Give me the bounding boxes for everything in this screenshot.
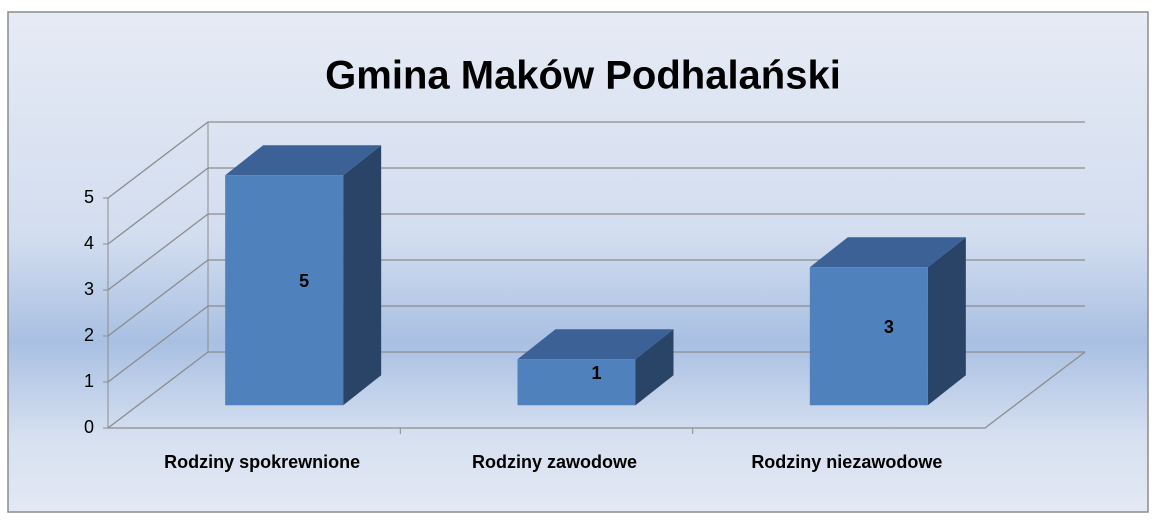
bar-front xyxy=(517,359,636,406)
grid-line xyxy=(107,213,1085,291)
y-tick-label: 4 xyxy=(84,233,94,253)
y-tick-label: 2 xyxy=(84,325,94,345)
y-tick-label: 1 xyxy=(84,371,94,391)
bar xyxy=(517,329,674,406)
bar-top xyxy=(809,237,966,268)
y-tick-label: 0 xyxy=(84,417,94,437)
x-tick-label: Rodziny zawodowe xyxy=(472,452,637,472)
bar xyxy=(809,237,966,406)
data-label: 5 xyxy=(299,271,309,291)
bar-front xyxy=(809,267,928,406)
y-tick-label: 5 xyxy=(84,187,94,207)
chart-title: Gmina Maków Podhalański xyxy=(325,54,841,98)
bar-side xyxy=(343,145,382,406)
data-label: 1 xyxy=(591,363,601,383)
bar-side xyxy=(927,237,966,406)
grid-line xyxy=(107,121,1085,199)
grid-line xyxy=(107,305,1085,383)
x-tick-label: Rodziny niezawodowe xyxy=(751,452,942,472)
x-tick-label: Rodziny spokrewnione xyxy=(164,452,360,472)
bar-side xyxy=(635,329,674,406)
grid-line xyxy=(107,167,1085,245)
bar-front xyxy=(225,175,344,406)
bar xyxy=(225,145,382,406)
y-tick-label: 3 xyxy=(84,279,94,299)
grid-line xyxy=(107,259,1085,337)
bar-top xyxy=(517,329,674,360)
data-label: 3 xyxy=(884,317,894,337)
grid-line xyxy=(107,351,1085,429)
bar-top xyxy=(225,145,382,176)
